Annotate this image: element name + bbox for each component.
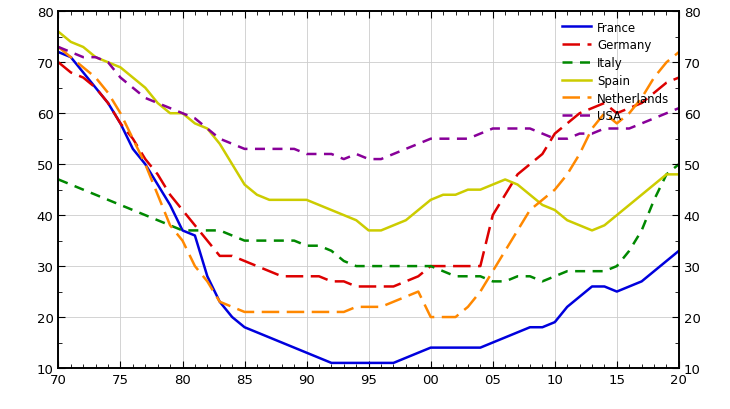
Germany: [513, 173, 522, 178]
Line: France: France: [58, 53, 679, 363]
Spain: [513, 183, 522, 188]
Netherlands: [662, 61, 671, 65]
Italy: [54, 178, 63, 182]
Germany: [476, 264, 485, 269]
Netherlands: [426, 315, 435, 320]
France: [662, 259, 671, 264]
Legend: France, Germany, Italy, Spain, Netherlands, USA: France, Germany, Italy, Spain, Netherlan…: [558, 18, 673, 127]
Netherlands: [191, 264, 199, 269]
Italy: [253, 238, 261, 243]
Italy: [191, 228, 199, 233]
Line: Spain: Spain: [58, 33, 679, 231]
France: [253, 330, 261, 335]
Germany: [352, 284, 361, 289]
Line: USA: USA: [58, 48, 679, 160]
Italy: [675, 162, 683, 167]
France: [191, 234, 199, 238]
Italy: [464, 274, 472, 279]
Germany: [662, 81, 671, 86]
France: [240, 325, 249, 330]
Spain: [54, 30, 63, 35]
USA: [675, 106, 683, 111]
Netherlands: [253, 310, 261, 315]
Spain: [191, 121, 199, 126]
Spain: [675, 173, 683, 178]
Spain: [662, 173, 671, 178]
Spain: [253, 193, 261, 198]
France: [327, 361, 336, 366]
Line: Netherlands: Netherlands: [58, 48, 679, 317]
Netherlands: [240, 310, 249, 315]
Germany: [675, 76, 683, 81]
France: [675, 249, 683, 254]
Netherlands: [54, 45, 63, 50]
Netherlands: [476, 290, 485, 294]
Spain: [364, 228, 373, 233]
Netherlands: [675, 50, 683, 55]
Line: Germany: Germany: [58, 63, 679, 287]
USA: [54, 45, 63, 50]
Line: Italy: Italy: [58, 165, 679, 282]
Spain: [240, 183, 249, 188]
Germany: [253, 264, 261, 269]
France: [54, 50, 63, 55]
Italy: [488, 279, 497, 284]
USA: [191, 117, 199, 121]
Germany: [191, 223, 199, 228]
France: [513, 330, 522, 335]
Netherlands: [513, 228, 522, 233]
Spain: [476, 188, 485, 193]
Germany: [240, 259, 249, 264]
USA: [513, 127, 522, 132]
USA: [253, 147, 261, 152]
France: [476, 345, 485, 350]
USA: [662, 112, 671, 117]
Italy: [662, 173, 671, 178]
USA: [240, 147, 249, 152]
USA: [476, 132, 485, 137]
Italy: [513, 274, 522, 279]
Italy: [240, 238, 249, 243]
USA: [339, 157, 348, 162]
Germany: [54, 61, 63, 65]
